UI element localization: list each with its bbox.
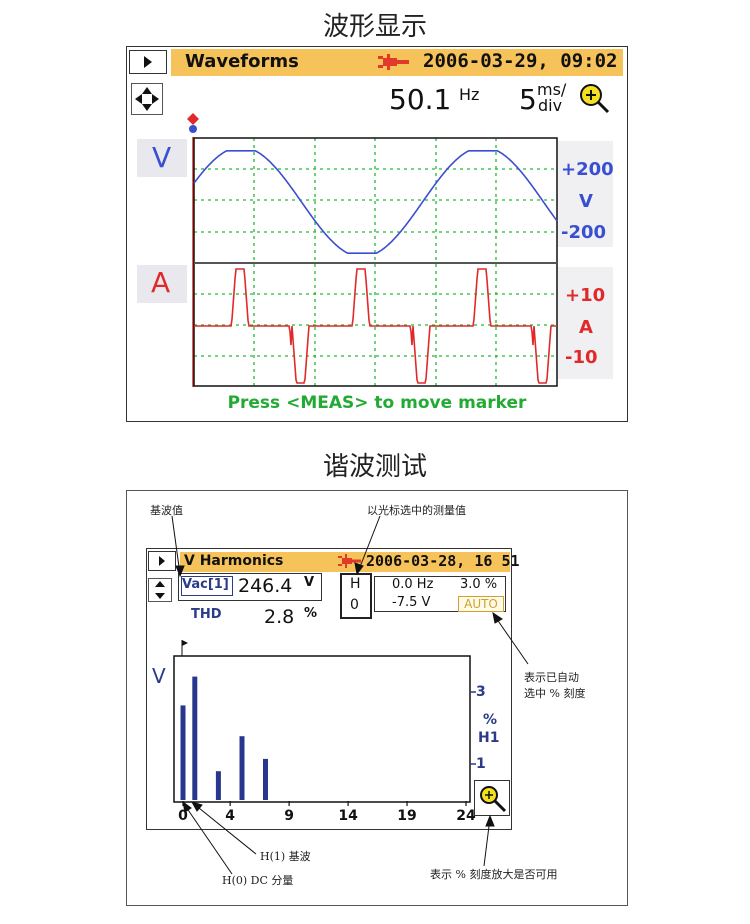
arrow-fundamental [171,515,181,575]
current-scale-bottom: -10 [565,347,598,368]
voltage-scale-bottom: -200 [561,222,607,243]
cursor-flag-icon [182,640,188,646]
play-arrow-icon [144,56,152,68]
harmonics-plug-icon [336,553,366,573]
cursor-harmonic-label: H [350,576,361,592]
annotation-auto-scale: 表示已自动 选中 % 刻度 [524,671,586,700]
arrowhead-auto [492,611,503,624]
annotation-h1: H(1) 基波 [260,850,311,863]
harmonic-bar-1 [192,676,198,800]
caption-waveforms: 波形显示 [322,12,427,42]
arrowhead-cursor [354,562,364,576]
current-scale-box [557,267,613,379]
arrow-auto [493,614,529,665]
arrow-cursor [357,515,381,573]
voltage-channel-label: V [152,141,172,174]
annotation-h0: H(0) DC 分量 [222,874,294,887]
zoom-icon[interactable] [577,81,611,119]
arrow-h0 [183,803,233,875]
arrowhead-h1 [190,801,203,812]
harmonic-bar-5 [239,736,245,800]
marker-icon[interactable] [185,113,201,141]
menu-arrow-button[interactable] [129,50,167,74]
thd-unit: % [304,606,318,621]
fundamental-readout-label: Vac[1] [181,576,233,596]
harmonic-bar-7 [263,758,268,800]
harmonics-title: V Harmonics [184,553,284,569]
cursor-frequency: 0.0 Hz [392,577,434,592]
timebase-value: 5 [519,83,537,116]
fundamental-readout-unit: V [304,575,315,590]
harmonic-bar-0 [180,705,186,800]
timebase-unit-bottom: div [538,96,563,115]
frequency-unit: Hz [459,85,480,104]
cursor-harmonic-value: 0 [350,597,359,613]
harmonics-scale-bottom: 1 [476,756,486,772]
thd-value: 2.8 [264,606,295,628]
waveform-plot [192,137,558,387]
voltage-channel-box [137,139,187,177]
current-scale-unit: A [579,317,593,338]
harmonics-scale-top: 3 [476,684,486,700]
caption-harmonics: 谐波测试 [322,452,427,482]
waveform-title: Waveforms [185,51,299,72]
x-tick-label: 0 [178,808,188,824]
navigation-pad-icon[interactable] [131,83,163,115]
annotation-zoom-available: 表示 % 刻度放大是否可用 [430,868,558,881]
current-channel-box [137,265,187,303]
harmonics-menu-arrow-button[interactable] [148,551,176,571]
fundamental-readout-box [178,573,322,601]
x-tick-label: 4 [225,808,235,824]
play-arrow-icon [159,556,165,566]
timebase-unit-top: ms/ [537,80,567,99]
x-tick-label: 14 [338,808,358,824]
arrowhead-zoom [485,814,495,827]
annotation-fundamental-value: 基波值 [150,504,183,517]
cursor-harmonic-box [340,573,372,619]
arrow-h1 [193,803,257,855]
waveform-screen: Waveforms 2006-03-29, 09:02 50.1 Hz 5 ms… [126,46,628,422]
harmonics-scale-unit-top: % [483,712,498,728]
voltage-scale-top: +200 [561,159,614,180]
harmonics-scale-unit-bottom: H1 [478,730,500,746]
arrowhead-h0 [182,800,192,813]
harmonics-navigation-pad-icon[interactable] [148,578,172,602]
plug-icon [375,52,415,76]
harmonic-bar-3 [215,771,221,800]
waveform-datetime: 2006-03-29, 09:02 [423,50,618,72]
x-tick-label: 9 [284,808,294,824]
current-waveform [194,268,557,384]
cursor-readout-box [374,576,506,612]
waveform-grid [194,138,557,386]
frequency-value: 50.1 [389,83,452,116]
harmonics-plot-frame [173,655,471,803]
x-tick-label: 24 [456,808,476,824]
cursor-voltage: -7.5 V [392,595,431,610]
fundamental-readout-value: 246.4 [238,575,293,597]
harmonics-zoom-button[interactable] [474,780,510,816]
harmonics-y-label: V [152,664,166,688]
annotation-cursor-measurement: 以光标选中的测量值 [367,504,466,517]
voltage-scale-box [557,141,613,247]
arrowhead-fundamental [175,565,185,578]
auto-scale-badge: AUTO [458,596,504,612]
thd-label: THD [191,607,222,622]
harmonics-datetime: 2006-03-28, 16 51 [366,552,520,570]
current-channel-label: A [151,266,171,299]
zoom-icon [480,786,507,813]
current-scale-top: +10 [565,285,606,306]
waveform-footer-hint: Press <MEAS> to move marker [227,393,527,413]
voltage-waveform [193,150,558,254]
x-tick-label: 19 [397,808,416,824]
voltage-scale-unit: V [579,191,593,212]
cursor-percent: 3.0 % [460,577,498,592]
